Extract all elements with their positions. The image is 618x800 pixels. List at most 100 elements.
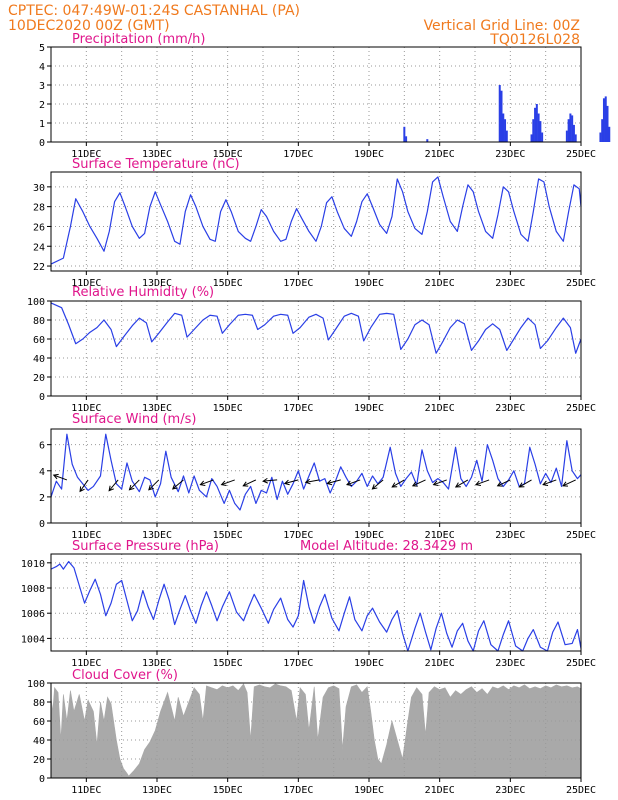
- precipitation-bar: [565, 130, 568, 142]
- precipitation-bar: [541, 132, 544, 142]
- wind-direction-arrow: [411, 479, 426, 487]
- precipitation-bar: [567, 119, 570, 142]
- temperature-y-tick-label: 22: [33, 262, 45, 273]
- precipitation-bar: [498, 85, 501, 142]
- cloud-cover-frame: [50, 682, 582, 779]
- cloud-cover-x-tick-label: 17DEC: [283, 785, 313, 796]
- wind-x-tick-label: 17DEC: [283, 530, 313, 541]
- precipitation-bar: [602, 98, 605, 142]
- wind-x-tick-label: 15DEC: [213, 530, 243, 541]
- pressure-y-tick-label: 1004: [21, 634, 45, 645]
- wind-x-tick-label: 11DEC: [71, 530, 101, 541]
- wind-x-tick-label: 21DEC: [425, 530, 455, 541]
- humidity-y-tick-label: 20: [33, 373, 45, 384]
- wind-direction-arrow: [52, 473, 68, 481]
- precipitation-bar: [530, 134, 533, 142]
- wind-y-tick-label: 6: [39, 441, 45, 452]
- pressure-x-ticks: 11DEC 13DEC 15DEC 17DEC 19DEC 21DEC 23DEC 25DEC: [71, 651, 596, 669]
- pressure-x-tick-label: 19DEC: [354, 658, 384, 669]
- wind-x-tick-label: 25DEC: [566, 530, 596, 541]
- precipitation-bar: [405, 136, 408, 142]
- pressure-y-ticks: 1004 1006 1008 1010: [21, 559, 51, 645]
- panel-humidity: Relative Humidity (%) 0 20 40 60 80 100 11DEC…: [27, 285, 596, 414]
- humidity-grid: [51, 300, 581, 397]
- wind-direction-arrow: [242, 479, 257, 487]
- wind-direction-arrow: [79, 479, 89, 493]
- precipitation-x-tick-label: 15DEC: [213, 149, 243, 160]
- pressure-series-line: [50, 560, 582, 652]
- wind-direction-arrow: [283, 479, 299, 486]
- wind-direction-arrow: [346, 479, 361, 486]
- pressure-frame: [50, 553, 582, 652]
- temperature-frame: [50, 171, 582, 272]
- wind-direction-arrow: [262, 477, 278, 484]
- humidity-x-tick-label: 19DEC: [354, 403, 384, 414]
- temperature-x-tick-label: 23DEC: [495, 278, 525, 289]
- cloud-cover-y-tick-label: 60: [33, 717, 45, 728]
- humidity-y-ticks: 0 20 40 60 80 100: [27, 297, 51, 403]
- precipitation-bar: [535, 104, 538, 142]
- temperature-x-ticks: 11DEC 13DEC 15DEC 17DEC 19DEC 21DEC 23DEC 25DEC: [71, 271, 596, 289]
- pressure-grid: [51, 554, 581, 651]
- wind-direction-arrow: [562, 479, 576, 487]
- wind-direction-arrow: [108, 479, 119, 492]
- header: CPTEC: 047:49W-01:24S CASTANHAL (PA) 10D…: [8, 3, 580, 48]
- wind-x-ticks: 11DEC 13DEC 15DEC 17DEC 19DEC 21DEC 23DEC 25DEC: [71, 523, 596, 541]
- wind-y-tick-label: 0: [39, 519, 45, 530]
- wind-direction-arrow: [454, 479, 469, 488]
- precipitation-bar: [601, 119, 604, 142]
- cloud-cover-y-tick-label: 80: [33, 698, 45, 709]
- humidity-title: Relative Humidity (%): [72, 285, 214, 300]
- precipitation-y-tick-label: 3: [39, 81, 45, 92]
- precipitation-bar: [571, 115, 574, 142]
- wind-direction-arrow: [496, 479, 511, 487]
- temperature-series-line: [50, 176, 582, 265]
- cloud-cover-x-tick-label: 15DEC: [213, 785, 243, 796]
- humidity-y-tick-label: 0: [39, 392, 45, 403]
- precipitation-y-tick-label: 1: [39, 119, 45, 130]
- humidity-x-tick-label: 13DEC: [142, 403, 172, 414]
- header-run-date: 10DEC2020 00Z (GMT): [8, 18, 170, 34]
- temperature-y-tick-label: 26: [33, 222, 45, 233]
- pressure-title: Surface Pressure (hPa): [72, 539, 219, 554]
- cloud-cover-area: [50, 683, 582, 779]
- precipitation-y-tick-label: 0: [39, 138, 45, 149]
- precipitation-bar: [569, 113, 572, 142]
- wind-direction-arrow: [148, 479, 160, 491]
- precipitation-bar: [500, 90, 503, 142]
- humidity-x-tick-label: 11DEC: [71, 403, 101, 414]
- cloud-cover-y-tick-label: 20: [33, 755, 45, 766]
- cloud-cover-y-tick-label: 100: [27, 679, 45, 690]
- cloud-cover-x-tick-label: 19DEC: [354, 785, 384, 796]
- cloud-cover-x-tick-label: 23DEC: [495, 785, 525, 796]
- humidity-y-tick-label: 40: [33, 354, 45, 365]
- precipitation-x-tick-label: 23DEC: [495, 149, 525, 160]
- precipitation-bar: [537, 113, 540, 142]
- wind-direction-arrow: [371, 479, 384, 490]
- wind-direction-arrow: [391, 479, 405, 488]
- precipitation-x-tick-label: 11DEC: [71, 149, 101, 160]
- pressure-y-tick-label: 1010: [21, 559, 45, 570]
- cloud-cover-x-tick-label: 13DEC: [142, 785, 172, 796]
- cloud-cover-y-ticks: 0 20 40 60 80 100: [27, 679, 51, 785]
- precipitation-x-ticks: 11DEC 13DEC 15DEC 17DEC 19DEC 21DEC 23DEC 25DEC: [71, 142, 596, 160]
- wind-x-tick-label: 19DEC: [354, 530, 384, 541]
- pressure-x-tick-label: 11DEC: [71, 658, 101, 669]
- cloud-cover-y-tick-label: 40: [33, 736, 45, 747]
- temperature-x-tick-label: 17DEC: [283, 278, 313, 289]
- wind-direction-arrow: [518, 479, 532, 488]
- wind-direction-arrow: [128, 479, 140, 491]
- cloud-cover-x-tick-label: 21DEC: [425, 785, 455, 796]
- temperature-y-tick-label: 24: [33, 242, 45, 253]
- precipitation-bar: [426, 139, 429, 142]
- pressure-x-tick-label: 25DEC: [566, 658, 596, 669]
- temperature-grid: [51, 172, 581, 271]
- temperature-line: [50, 176, 582, 265]
- precipitation-bar: [539, 121, 542, 142]
- pressure-y-tick-label: 1008: [21, 584, 45, 595]
- wind-series-line: [50, 433, 582, 511]
- precipitation-bar: [606, 105, 609, 142]
- precipitation-frame: [50, 46, 582, 143]
- precipitation-x-tick-label: 21DEC: [425, 149, 455, 160]
